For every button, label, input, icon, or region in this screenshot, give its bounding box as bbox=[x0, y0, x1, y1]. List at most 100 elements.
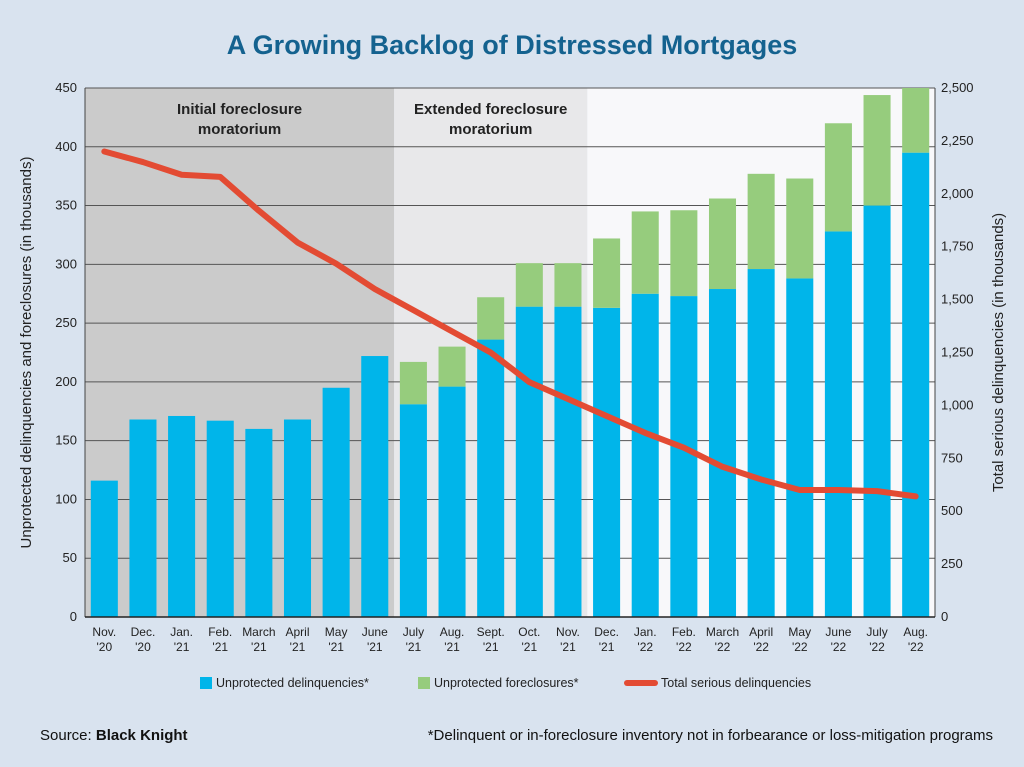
line-point-5 bbox=[297, 241, 298, 243]
x-tick-8: July '21 bbox=[403, 625, 424, 654]
y-right-tick-1: 250 bbox=[941, 556, 963, 571]
y-right-tick-10: 2,500 bbox=[941, 80, 974, 95]
bar-delinquencies-7 bbox=[361, 356, 389, 617]
y-left-tick-7: 350 bbox=[55, 198, 77, 213]
x-tick-14: Jan. '22 bbox=[634, 625, 657, 654]
source-name: Black Knight bbox=[96, 727, 188, 744]
bar-foreclosures-13 bbox=[593, 238, 621, 308]
bar-foreclosures-20 bbox=[863, 95, 891, 206]
line-point-21 bbox=[915, 495, 917, 497]
bar-delinquencies-10 bbox=[477, 339, 505, 617]
line-point-4 bbox=[258, 210, 260, 212]
line-point-16 bbox=[722, 466, 723, 468]
x-tick-10: Sept. '21 bbox=[477, 625, 505, 654]
y-right-tick-2: 500 bbox=[941, 503, 963, 518]
y-right-tick-9: 2,250 bbox=[941, 133, 974, 148]
line-point-7 bbox=[374, 288, 376, 290]
bar-delinquencies-0 bbox=[90, 480, 118, 617]
x-tick-6: May '21 bbox=[325, 625, 348, 654]
x-tick-2: Jan. '21 bbox=[170, 625, 193, 654]
bar-delinquencies-6 bbox=[322, 387, 350, 617]
line-point-1 bbox=[142, 161, 144, 163]
serious-delinquency-line bbox=[101, 148, 919, 500]
bar-foreclosures-21 bbox=[902, 88, 930, 153]
y-left-tick-5: 250 bbox=[55, 315, 77, 330]
x-tick-11: Oct. '21 bbox=[518, 625, 540, 654]
bar-delinquencies-1 bbox=[129, 419, 157, 617]
line-point-12 bbox=[567, 398, 569, 400]
line-point-8 bbox=[412, 309, 414, 311]
y-left-tick-1: 50 bbox=[63, 550, 77, 565]
line-point-20 bbox=[876, 490, 878, 492]
legend-label-2: Total serious delinquencies bbox=[661, 676, 811, 690]
source-label: Source: bbox=[40, 727, 96, 744]
bar-delinquencies-14 bbox=[631, 293, 659, 617]
x-tick-0: Nov. '20 bbox=[92, 625, 116, 654]
y-right-tick-0: 0 bbox=[941, 609, 948, 624]
bar-delinquencies-3 bbox=[206, 420, 234, 617]
region-0-label-1: moratorium bbox=[198, 121, 281, 138]
bar-foreclosures-8 bbox=[399, 361, 427, 405]
bar-foreclosures-14 bbox=[631, 211, 659, 294]
x-tick-5: April '21 bbox=[285, 625, 309, 654]
y-left-tick-3: 150 bbox=[55, 433, 77, 448]
x-tick-12: Nov. '21 bbox=[556, 625, 580, 654]
bar-delinquencies-21 bbox=[902, 152, 930, 617]
bar-delinquencies-17 bbox=[747, 269, 775, 617]
axes: 0 50 100 150 200 250 300 350 400 450 0 250 500 750 1,0… bbox=[18, 80, 1007, 654]
region-0-label-0: Initial foreclosure bbox=[177, 101, 302, 118]
x-tick-19: June '22 bbox=[825, 625, 851, 654]
bar-delinquencies-19 bbox=[824, 231, 852, 617]
y-left-tick-4: 200 bbox=[55, 374, 77, 389]
bar-foreclosures-10 bbox=[477, 297, 505, 340]
bar-delinquencies-12 bbox=[554, 306, 582, 617]
line-point-6 bbox=[335, 263, 337, 265]
line-point-2 bbox=[181, 174, 183, 176]
line-point-10 bbox=[490, 352, 492, 353]
bar-delinquencies-20 bbox=[863, 205, 891, 618]
bar-delinquencies-18 bbox=[786, 278, 814, 617]
line-point-3 bbox=[219, 176, 221, 178]
bar-delinquencies-4 bbox=[245, 428, 273, 617]
line-point-9 bbox=[451, 330, 453, 332]
bar-delinquencies-11 bbox=[515, 306, 543, 617]
bar-delinquencies-5 bbox=[283, 419, 312, 617]
footnote: *Delinquent or in-foreclosure inventory … bbox=[428, 727, 993, 744]
y-left-tick-0: 0 bbox=[70, 609, 77, 624]
line-point-17 bbox=[760, 478, 762, 480]
legend-label-0: Unprotected delinquencies* bbox=[216, 676, 369, 690]
x-tick-21: Aug. '22 bbox=[903, 625, 928, 654]
x-tick-16: March '22 bbox=[706, 625, 739, 654]
x-tick-3: Feb. '21 bbox=[208, 625, 232, 654]
y-right-axis-label: Total serious delinquencies (in thousand… bbox=[990, 213, 1007, 492]
y-left-tick-8: 400 bbox=[55, 139, 77, 154]
line-point-14 bbox=[644, 432, 646, 434]
y-right-tick-3: 750 bbox=[941, 450, 963, 465]
legend-swatch-1 bbox=[418, 677, 430, 689]
bar-foreclosures-11 bbox=[515, 263, 543, 307]
line-point-0 bbox=[103, 150, 105, 152]
x-tick-1: Dec. '20 bbox=[131, 625, 156, 654]
line-point-19 bbox=[837, 489, 839, 491]
bar-delinquencies-8 bbox=[399, 404, 427, 617]
source-note: Source: Black Knight bbox=[40, 727, 188, 744]
y-left-tick-9: 450 bbox=[55, 80, 77, 95]
line-point-15 bbox=[683, 447, 685, 449]
y-left-tick-2: 100 bbox=[55, 491, 77, 506]
bar-delinquencies-9 bbox=[438, 386, 466, 617]
y-left-tick-6: 300 bbox=[55, 256, 77, 271]
bar-delinquencies-15 bbox=[670, 296, 698, 617]
y-right-tick-6: 1,500 bbox=[941, 292, 974, 307]
bar-delinquencies-16 bbox=[708, 289, 737, 617]
line-point-18 bbox=[799, 489, 801, 491]
bar-delinquencies-13 bbox=[593, 307, 621, 617]
region-1-label-1: moratorium bbox=[449, 121, 532, 138]
y-right-tick-5: 1,250 bbox=[941, 345, 974, 360]
bar-foreclosures-9 bbox=[438, 346, 466, 387]
bar-foreclosures-18 bbox=[786, 178, 814, 279]
line-total-serious-delinquencies bbox=[101, 148, 919, 500]
bars bbox=[90, 88, 930, 618]
bar-foreclosures-19 bbox=[824, 123, 852, 232]
bar-foreclosures-15 bbox=[670, 210, 698, 297]
